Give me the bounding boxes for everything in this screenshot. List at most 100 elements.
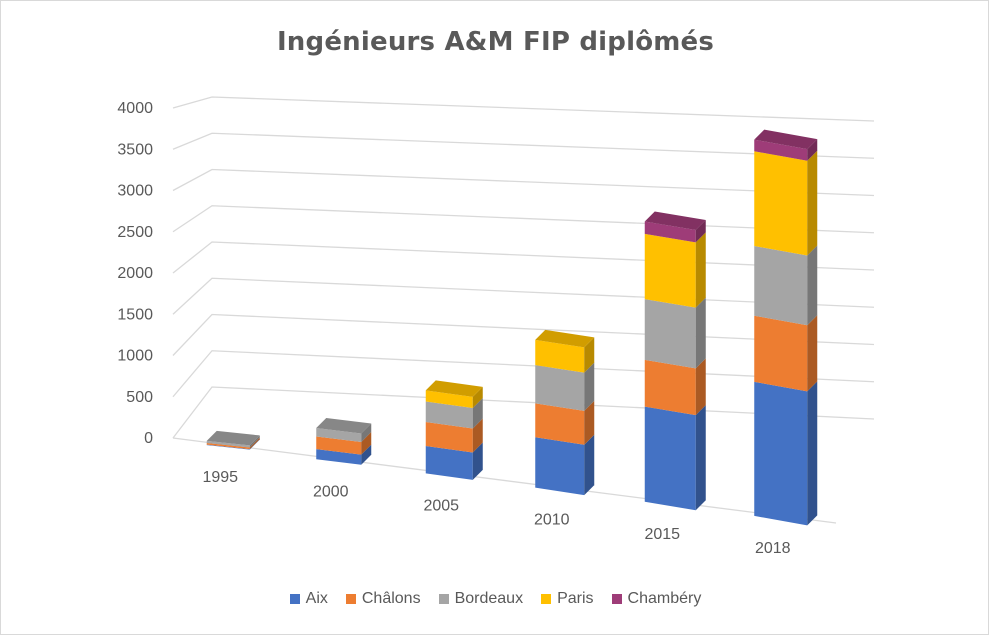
- bar-Aix-2018: [754, 381, 808, 526]
- bar-side-Chambéry-2018: [807, 139, 818, 161]
- bar-Bordeaux-2015: [644, 299, 696, 369]
- bar-Châlons-2010: [535, 403, 585, 445]
- bar-Bordeaux-1995: [206, 440, 250, 448]
- bar-side-Châlons-2018: [807, 315, 818, 392]
- legend-item: Bordeaux: [438, 590, 524, 608]
- bar-stack-1995: [206, 430, 260, 450]
- bar-side-Bordeaux-1995: [249, 435, 260, 448]
- legend-item: Aix: [289, 590, 328, 608]
- bar-Aix-2005: [425, 446, 473, 480]
- bar-side-Paris-2010: [584, 337, 595, 373]
- bar-Aix-2010: [535, 437, 585, 496]
- legend-label: Chambéry: [627, 590, 702, 607]
- legend-swatch: [611, 594, 622, 604]
- bar-side-Bordeaux-2015: [695, 297, 706, 369]
- bar-side-Aix-1995: [249, 439, 260, 450]
- bar-Chambéry-2015: [644, 221, 696, 243]
- y-tick-label: 0: [144, 430, 153, 447]
- bar-side-Paris-2005: [472, 386, 483, 408]
- chart-title: Ingénieurs A&M FIP diplômés: [276, 27, 715, 57]
- gridline-4000: [172, 96, 875, 122]
- bar-side-Bordeaux-2000: [361, 423, 372, 442]
- x-tick-label: 2010: [534, 512, 570, 529]
- bar-Châlons-2018: [754, 315, 808, 392]
- x-axis-tick-labels: 1995 2000 2005 2010 2015 2018: [202, 469, 790, 557]
- bar-top-Chambéry-2015: [644, 211, 706, 231]
- gridlines: [172, 96, 875, 524]
- bar-side-Aix-2015: [695, 405, 706, 511]
- bars: [206, 129, 818, 526]
- bar-side-Aix-2000: [361, 444, 372, 465]
- bar-side-Châlons-2000: [361, 431, 372, 455]
- bar-Châlons-2000: [316, 436, 362, 455]
- x-tick-label: 2000: [313, 483, 349, 500]
- bar-Aix-2000: [316, 449, 362, 465]
- bar-Chambéry-2018: [754, 139, 808, 161]
- legend-label: Aix: [305, 590, 328, 607]
- bar-side-Aix-2005: [472, 442, 483, 480]
- bar-Bordeaux-2010: [535, 365, 585, 411]
- gridline-3000: [172, 168, 875, 197]
- bar-top-Bordeaux-2000: [316, 418, 372, 434]
- bar-Aix-1995: [206, 444, 250, 450]
- bar-side-Aix-2018: [807, 381, 818, 526]
- bar-Bordeaux-2000: [316, 428, 362, 442]
- bar-side-Aix-2010: [584, 434, 595, 496]
- legend-item: Chambéry: [611, 590, 702, 608]
- bar-Paris-2005: [425, 390, 473, 408]
- floor-edge: [172, 437, 837, 524]
- bar-stack-2010: [535, 329, 595, 496]
- y-tick-label: 500: [126, 389, 153, 406]
- bar-side-Châlons-1995: [249, 437, 260, 450]
- legend-label: Bordeaux: [454, 590, 524, 607]
- bar-side-Paris-2015: [695, 232, 706, 308]
- bar-side-Bordeaux-2005: [472, 397, 483, 429]
- bar-Bordeaux-2005: [425, 401, 473, 429]
- x-tick-label: 1995: [202, 469, 238, 486]
- bar-Châlons-2005: [425, 422, 473, 453]
- bar-top-Chambéry-2018: [754, 129, 818, 150]
- bar-top-Paris-2010: [535, 329, 595, 348]
- bar-side-Chambéry-2015: [695, 220, 706, 243]
- bar-Aix-2015: [644, 406, 696, 511]
- bar-side-Paris-2018: [807, 150, 818, 256]
- y-axis-tick-labels: 0 500 1000 1500 2000 2500 3000 3500 4000: [117, 100, 153, 447]
- legend-swatch: [289, 594, 300, 604]
- bar-stack-2015: [644, 211, 706, 511]
- legend: Aix Châlons Bordeaux Paris Chambéry: [1, 590, 989, 608]
- bar-Châlons-1995: [206, 443, 250, 450]
- bar-side-Châlons-2015: [695, 358, 706, 416]
- y-tick-label: 3000: [117, 183, 153, 200]
- x-tick-label: 2015: [644, 526, 680, 543]
- bar-Paris-2018: [754, 151, 808, 256]
- y-tick-label: 4000: [117, 100, 153, 117]
- legend-label: Châlons: [361, 590, 421, 607]
- bar-side-Châlons-2005: [472, 418, 483, 453]
- legend-swatch: [438, 594, 449, 604]
- legend-item: Paris: [541, 590, 594, 608]
- y-tick-label: 2500: [117, 224, 153, 241]
- bar-top-Bordeaux-1995: [206, 430, 260, 446]
- x-tick-label: 2018: [755, 540, 791, 557]
- legend-label: Paris: [557, 590, 594, 607]
- legend-item: Châlons: [345, 590, 421, 608]
- bar-Châlons-2015: [644, 359, 696, 416]
- bar-side-Châlons-2010: [584, 400, 595, 445]
- legend-swatch: [541, 594, 552, 604]
- bar-stack-2000: [316, 418, 372, 465]
- bar-Paris-2010: [535, 339, 585, 373]
- y-tick-label: 1000: [117, 348, 153, 365]
- bar-stack-2005: [425, 380, 483, 480]
- bar-side-Bordeaux-2018: [807, 245, 818, 326]
- y-tick-label: 2000: [117, 265, 153, 282]
- gridline-3500: [172, 132, 875, 159]
- bar-Bordeaux-2018: [754, 246, 808, 326]
- x-tick-label: 2005: [423, 497, 459, 514]
- bar-side-Bordeaux-2010: [584, 362, 595, 411]
- bar-stack-2018: [754, 129, 818, 526]
- bar-Paris-2015: [644, 233, 696, 308]
- legend-swatch: [345, 594, 356, 604]
- y-tick-label: 3500: [117, 141, 153, 158]
